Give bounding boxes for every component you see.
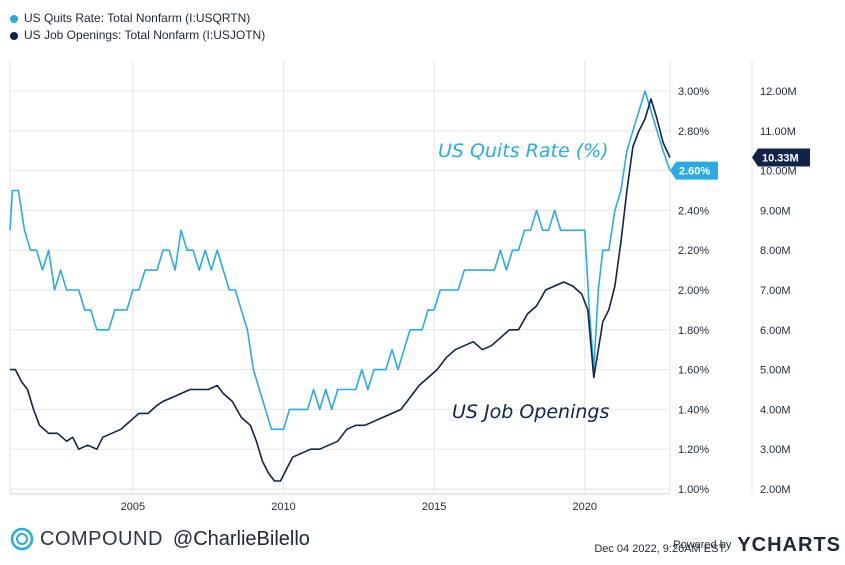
openings-series-line xyxy=(10,98,671,482)
openings-last-value: 10.33M xyxy=(762,152,799,164)
openings-swatch xyxy=(10,31,18,40)
timestamp: Dec 04 2022, 9:26AM EST. xyxy=(594,543,727,555)
legend-label-quits: US Quits Rate: Total Nonfarm (I:USQRTN) xyxy=(24,11,251,25)
y-right-tick-label: 10.00M xyxy=(760,166,797,178)
y-right-tick-label: 6.00M xyxy=(760,325,791,337)
compound-logo-icon xyxy=(10,527,34,551)
openings-annotation: US Job Openings xyxy=(452,401,609,423)
brand-name: COMPOUND xyxy=(40,527,163,550)
ycharts-wordmark: YCHARTS xyxy=(737,534,841,556)
y-left-tick-label: 2.20% xyxy=(678,245,709,257)
y-left-tick-label: 1.80% xyxy=(678,325,709,337)
x-tick-label: 2020 xyxy=(573,501,597,513)
quits-last-value: 2.60% xyxy=(679,166,710,178)
y-left-tick-label: 2.00% xyxy=(678,285,709,297)
legend-item-quits: US Quits Rate: Total Nonfarm (I:USQRTN) xyxy=(10,10,265,27)
y-right-tick-label: 9.00M xyxy=(760,205,791,217)
y-right-tick-label: 12.00M xyxy=(760,86,797,98)
y-right-tick-label: 11.00M xyxy=(760,126,796,138)
y-left-tick-label: 1.40% xyxy=(678,404,709,416)
quits-swatch xyxy=(10,14,18,23)
quits-last-badge xyxy=(670,161,718,180)
x-tick-label: 2005 xyxy=(121,501,145,513)
powered-label: Powered by xyxy=(673,539,732,551)
y-right-tick-label: 7.00M xyxy=(760,285,791,297)
y-left-tick-label: 1.60% xyxy=(678,365,709,377)
legend: US Quits Rate: Total Nonfarm (I:USQRTN) … xyxy=(10,10,265,44)
y-left-tick-label: 1.00% xyxy=(678,484,709,496)
x-tick-label: 2010 xyxy=(271,501,295,513)
x-tick-label: 2015 xyxy=(422,501,446,513)
y-right-tick-label: 4.00M xyxy=(760,404,791,416)
quits-annotation: US Quits Rate (%) xyxy=(438,140,609,162)
y-left-tick-label: 2.80% xyxy=(678,126,709,138)
y-left-tick-label: 2.40% xyxy=(678,205,709,217)
quits-series-line xyxy=(9,90,671,431)
brand-handle: @CharlieBilello xyxy=(172,527,310,550)
y-left-tick-label: 1.20% xyxy=(678,444,709,456)
y-right-tick-label: 5.00M xyxy=(760,365,791,377)
y-left-tick-label: 3.00% xyxy=(678,86,709,98)
footer: COMPOUND @CharlieBilello Dec 04 2022, 9:… xyxy=(0,515,845,565)
legend-label-openings: US Job Openings: Total Nonfarm (I:USJOTN… xyxy=(24,28,266,42)
ycharts-logo: Powered by YCHARTS xyxy=(673,534,841,557)
openings-last-badge xyxy=(752,148,810,167)
y-right-tick-label: 2.00M xyxy=(760,484,791,496)
y-right-tick-label: 8.00M xyxy=(760,245,791,257)
brand: COMPOUND @CharlieBilello xyxy=(10,527,310,551)
legend-item-openings: US Job Openings: Total Nonfarm (I:USJOTN… xyxy=(10,27,265,44)
y-right-tick-label: 3.00M xyxy=(760,444,791,456)
